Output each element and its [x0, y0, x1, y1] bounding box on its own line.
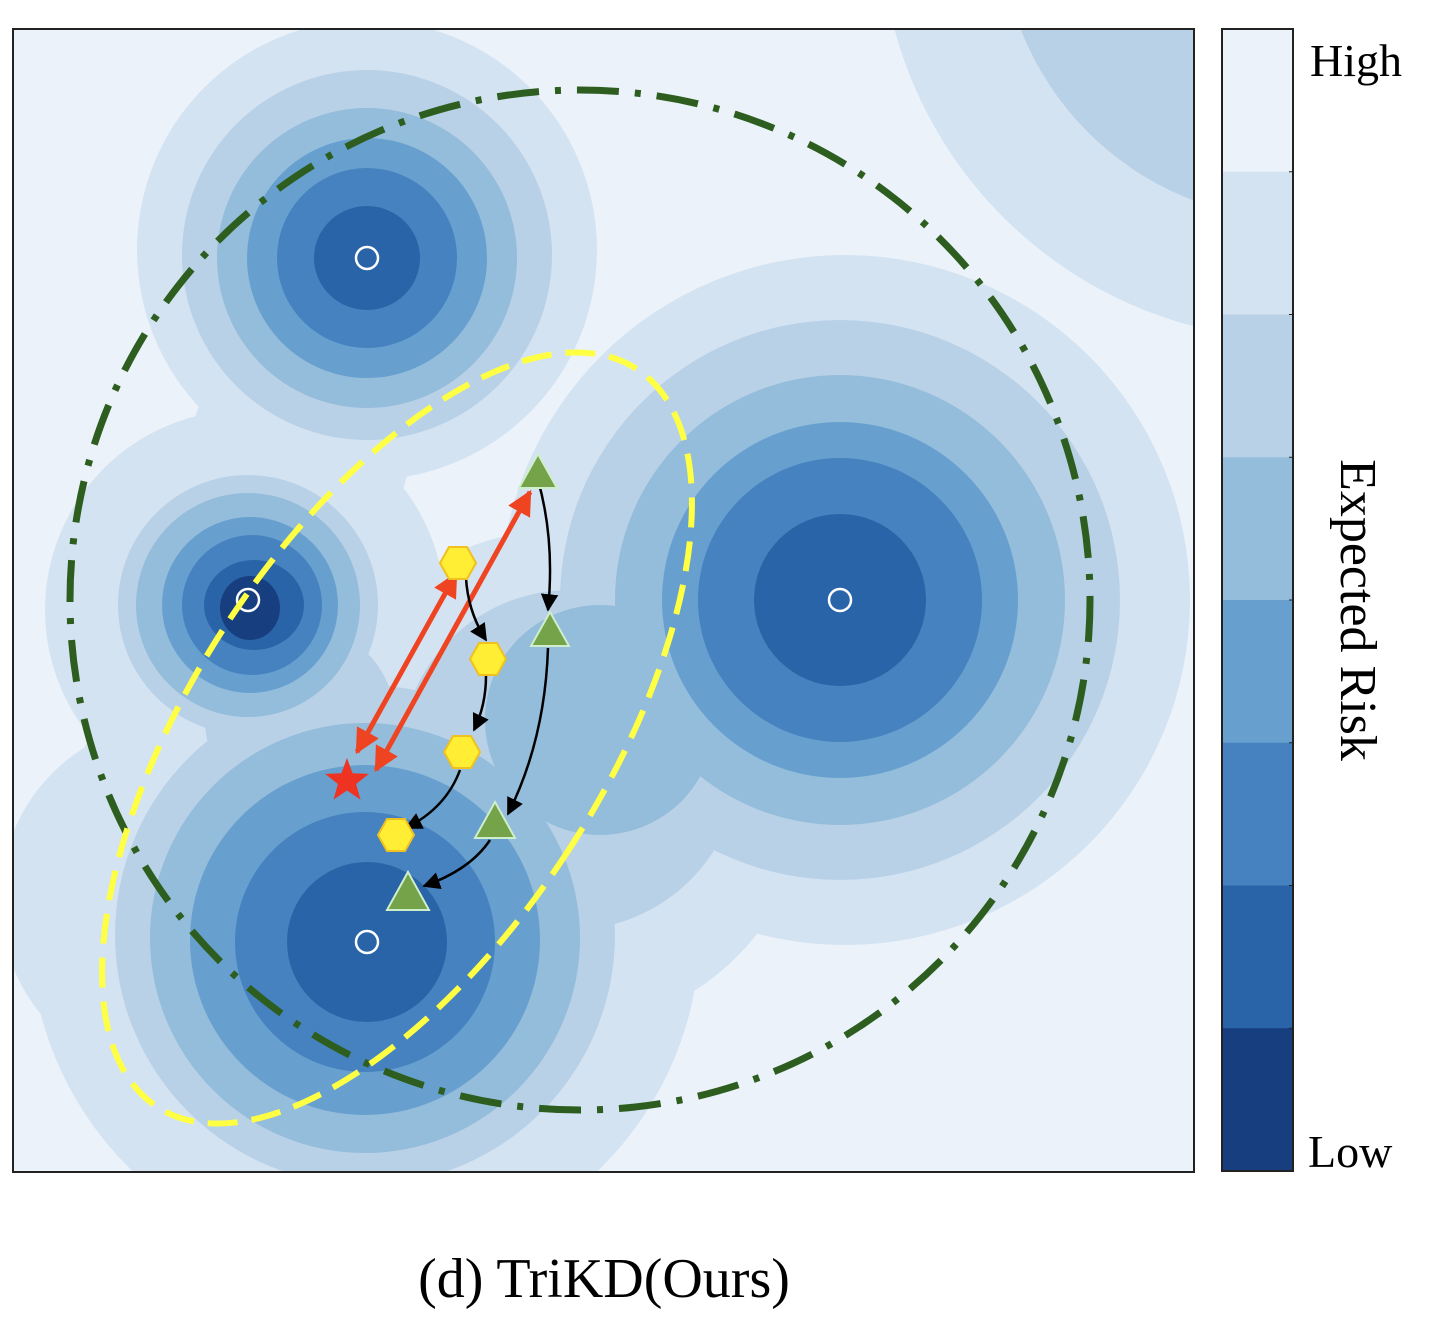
colorbar-low-label: Low — [1308, 1126, 1393, 1177]
contour-corner-band-inner — [1020, 29, 1194, 201]
triangle-marker — [385, 869, 431, 911]
colorbar-band — [1222, 457, 1293, 601]
triangle-marker — [529, 609, 571, 647]
plot-frame — [12, 28, 1195, 1173]
colorbar-band — [1222, 171, 1293, 315]
hex-path-arrow-3 — [404, 769, 462, 830]
contour-level-7 — [204, 206, 926, 1022]
minimum-marker-right — [827, 587, 853, 613]
colorbar: High Low Expected Risk — [1221, 28, 1402, 1177]
hexagon-marker — [438, 546, 478, 580]
colorbar-band — [1222, 314, 1293, 458]
mutual-learning-arrows — [354, 489, 533, 773]
contour-level-8 — [220, 576, 280, 640]
mutual-arrow-star-triangle — [373, 489, 533, 773]
hexagon-marker — [376, 818, 416, 852]
colorbar-frame — [1221, 28, 1294, 1172]
risk-contour-map — [13, 29, 1194, 1172]
minimum-marker-bottom — [354, 929, 380, 955]
minimum-marker-top — [354, 245, 380, 271]
hex-path-arrow-1 — [464, 577, 488, 642]
optimization-path-arrows — [404, 479, 559, 890]
colorbar-band — [1222, 885, 1293, 1029]
figure-caption: (d) TriKD(Ours) — [418, 1248, 790, 1310]
tri-path-arrow-1 — [536, 479, 559, 612]
minimum-marker-left — [235, 587, 261, 613]
student-b-path — [385, 451, 571, 911]
tri-path-arrow-2 — [506, 647, 550, 816]
hex-path-arrow-2 — [472, 675, 489, 732]
colorbar-title: Expected Risk — [1329, 459, 1386, 761]
hexagon-marker — [468, 642, 508, 676]
triangle-marker — [473, 799, 517, 839]
star-marker — [325, 758, 369, 800]
inner-region-boundary — [99, 349, 695, 1127]
outer-region-boundary — [66, 86, 1094, 1114]
minima-markers — [235, 245, 853, 955]
colorbar-band — [1222, 742, 1293, 886]
student-a-path — [376, 546, 508, 852]
colorbar-high-label: High — [1310, 35, 1402, 86]
tri-path-arrow-3 — [422, 839, 492, 890]
colorbar-band — [1222, 29, 1293, 173]
hexagon-marker — [442, 735, 482, 769]
colorbar-bands — [1222, 29, 1293, 1172]
colorbar-band — [1222, 600, 1293, 744]
colorbar-band — [1222, 1028, 1293, 1172]
triangle-marker — [517, 451, 559, 489]
